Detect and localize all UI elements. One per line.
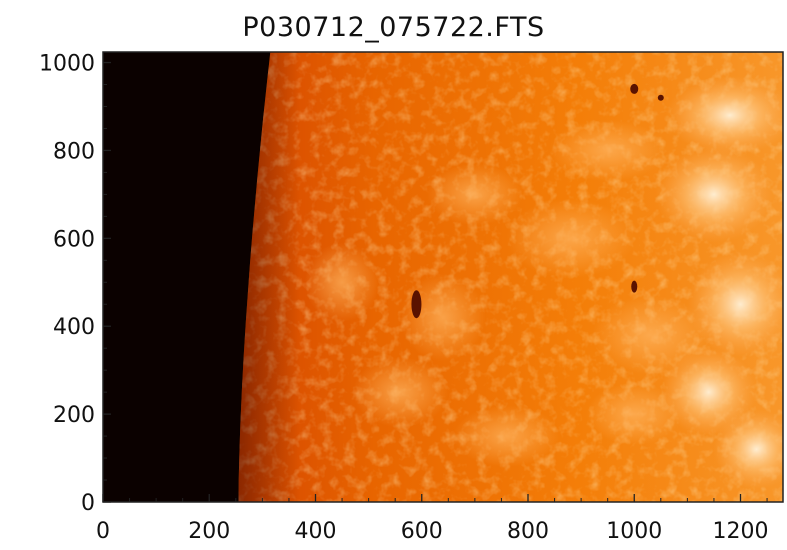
plage-patch — [506, 198, 635, 278]
x-tick-label: 200 — [188, 519, 230, 544]
sunspot — [657, 94, 664, 101]
plage-patch — [666, 75, 783, 155]
sunspot — [630, 83, 639, 94]
plage-patch — [586, 383, 683, 445]
x-tick-label: 600 — [401, 519, 443, 544]
sunspot — [411, 290, 422, 319]
x-axis: 0 200 400 600 800 1000 1200 — [96, 494, 769, 544]
sunspots — [411, 83, 664, 319]
y-tick-label: 200 — [53, 403, 95, 428]
plage-patch — [400, 273, 486, 362]
y-tick-label: 800 — [53, 139, 95, 164]
plot-frame — [102, 51, 784, 503]
y-tick-label: 600 — [53, 227, 95, 252]
x-tick-label: 0 — [96, 519, 110, 544]
y-axis: 0 200 400 600 800 1000 — [39, 52, 111, 516]
plage-patch — [453, 405, 560, 467]
plage-patch — [304, 242, 380, 322]
plage-regions — [304, 75, 783, 489]
solar-disk — [238, 52, 783, 502]
y-tick-label: 400 — [53, 315, 95, 340]
plage-patch — [660, 348, 757, 437]
x-tick-label: 400 — [295, 519, 337, 544]
x-tick-label: 1000 — [606, 519, 662, 544]
plage-patch — [352, 356, 449, 428]
plage-patch — [427, 163, 523, 226]
sunspot — [631, 280, 638, 293]
x-tick-label: 800 — [507, 519, 549, 544]
image-title: P030712_075722.FTS — [242, 12, 545, 43]
image-area — [103, 52, 783, 502]
plage-patch — [655, 146, 773, 243]
plage-patch — [687, 251, 783, 357]
plage-patch — [549, 119, 667, 182]
plage-patch — [591, 295, 709, 375]
y-tick-label: 0 — [81, 491, 95, 516]
y-tick-label: 1000 — [39, 52, 95, 77]
x-tick-label: 1200 — [713, 519, 769, 544]
plage-patch — [713, 409, 783, 489]
